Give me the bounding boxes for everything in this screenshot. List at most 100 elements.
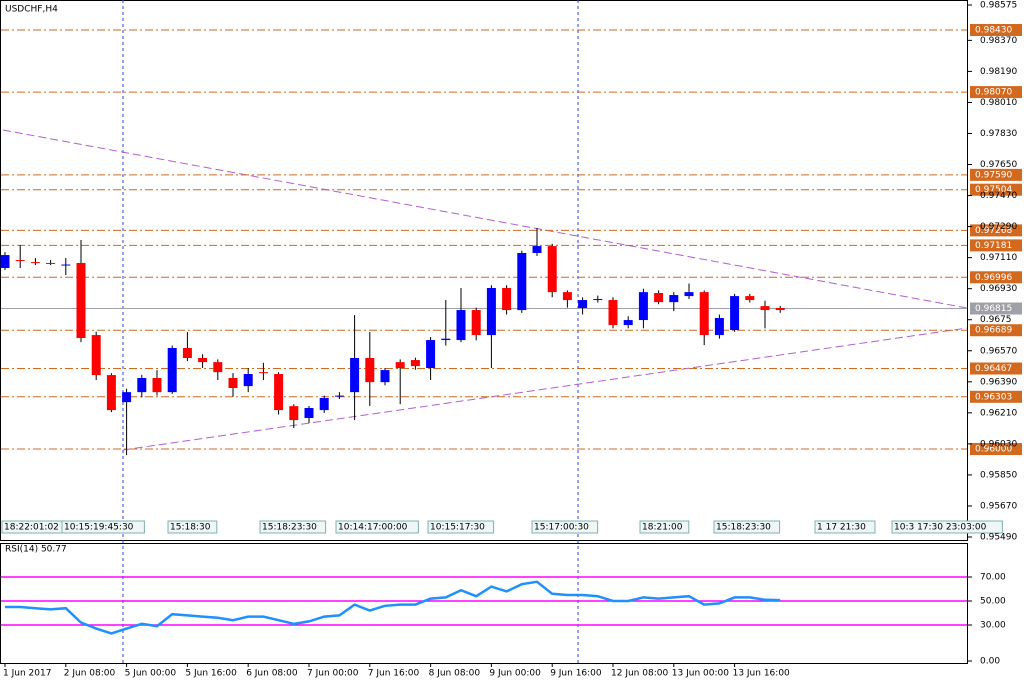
level-label: 0.96303 [975,392,1012,402]
candle-body [638,292,648,321]
x-tick-label: 2 Jun 08:00 [64,669,116,679]
y-tick-label: 30.00 [980,621,1006,631]
y-tick-label: 0.97650 [980,160,1017,170]
time-marker-box [713,520,781,534]
level-label: 0.97181 [975,241,1012,251]
y-tick-label: 0.97470 [980,191,1017,201]
level-label: 0.97268 [975,226,1012,236]
y-tick-label: 0.00 [980,657,1000,667]
candle-body [243,374,253,387]
y-tick-label: 0.95490 [980,533,1017,543]
level-label: 0.96689 [975,326,1012,336]
level-box [970,443,1022,456]
candle-body [334,395,344,397]
time-marker-box [335,520,419,534]
candle-body [137,378,147,393]
level-label: 0.96000 [975,445,1012,455]
level-box [970,86,1022,99]
time-marker-box [167,520,218,534]
candle-body [304,408,314,419]
rsi-plot [1,576,967,635]
candle-body [669,295,679,303]
time-marker: 18:21:00 [642,523,683,533]
x-tick-label: 8 Jun 08:00 [429,669,481,679]
candle-body [122,392,132,403]
level-box [970,362,1022,375]
candle-body [714,317,724,336]
x-tick-label: 6 Jun 08:00 [246,669,298,679]
candle-body [30,262,40,264]
candle-body [61,264,71,266]
time-marker-box [427,520,495,534]
x-tick-label: 7 Jun 16:00 [368,669,420,679]
candle-body [578,300,588,308]
time-marker: 18:22:01:02 [4,523,59,533]
time-marker-box [814,520,876,534]
time-marker-box [61,520,145,534]
candle-body [350,357,360,393]
candle-body [106,375,116,411]
candle-body [152,378,162,393]
rsi-line [5,580,781,635]
x-tick-label: 7 Jun 00:00 [307,669,359,679]
level-label: 0.96996 [975,273,1012,283]
candle-body [258,372,268,374]
candle-body [517,252,527,311]
level-label: 0.97590 [975,170,1012,180]
candle-body [410,360,420,367]
level-box [970,324,1022,337]
y-tick-label: 0.95850 [980,470,1017,480]
rsi-panel [0,543,968,664]
x-tick-label: 9 Jun 00:00 [489,669,541,679]
candle-body [608,300,618,326]
y-tick-label: 0.96030 [980,439,1017,449]
candle-body [623,320,633,326]
y-tick-label: 0.96570 [980,346,1017,356]
x-tick-label: 13 Jun 16:00 [733,669,790,679]
candle-body [471,310,481,336]
main-plot: 0.98430 0.98070 0.97590 0.97504 0.97268 0.971… [0,24,1022,534]
y-tick-label: 0.97830 [980,129,1017,139]
y-tick-label: 0.98190 [980,67,1017,77]
time-marker: 15:18:30 [170,523,211,533]
candle-body [76,262,86,338]
time-marker: 10:15:17:30 [430,523,485,533]
candle-body [760,306,770,311]
candle-body [46,262,56,264]
time-marker-box [531,520,599,534]
time-marker: 15:18:23:30 [262,523,317,533]
level-box [970,168,1022,181]
y-tick-label: 0.98010 [980,98,1017,108]
candle-body [684,292,694,297]
candle-body [289,406,299,421]
x-tick-label: 9 Jun 16:00 [550,669,602,679]
candle-body [441,338,451,341]
x-tick-label: 1 Jun 2017 [3,669,51,679]
time-marker: 15:18:23:30 [716,523,771,533]
candle-body [274,374,284,411]
y-tick-label: 0.96210 [980,408,1017,418]
chart-title: USDCHF,H4 [5,5,58,15]
level-box [970,390,1022,403]
x-tick-label: 5 Jun 00:00 [125,669,177,679]
candle-body [456,310,466,341]
candle-body [91,335,101,376]
candle-body [593,299,603,301]
x-tick-label: 12 Jun 08:00 [611,669,668,679]
last-price-box [970,302,1022,315]
candle-body [775,307,785,311]
level-box [970,224,1022,237]
time-marker-box [639,520,690,534]
level-box [970,239,1022,252]
y-tick-label: 0.97290 [980,222,1017,232]
level-label: 0.98070 [975,88,1012,98]
y-tick-label: 70.00 [980,573,1006,583]
y-tick-label: 0.97110 [980,253,1017,263]
candle-body [562,292,572,301]
time-marker: 10:15:19:45:30 [64,523,134,533]
candle-body [319,398,329,411]
y-tick-label: 50.00 [980,597,1006,607]
candle-body [15,260,25,262]
y-tick-label: 0.96930 [980,284,1017,294]
